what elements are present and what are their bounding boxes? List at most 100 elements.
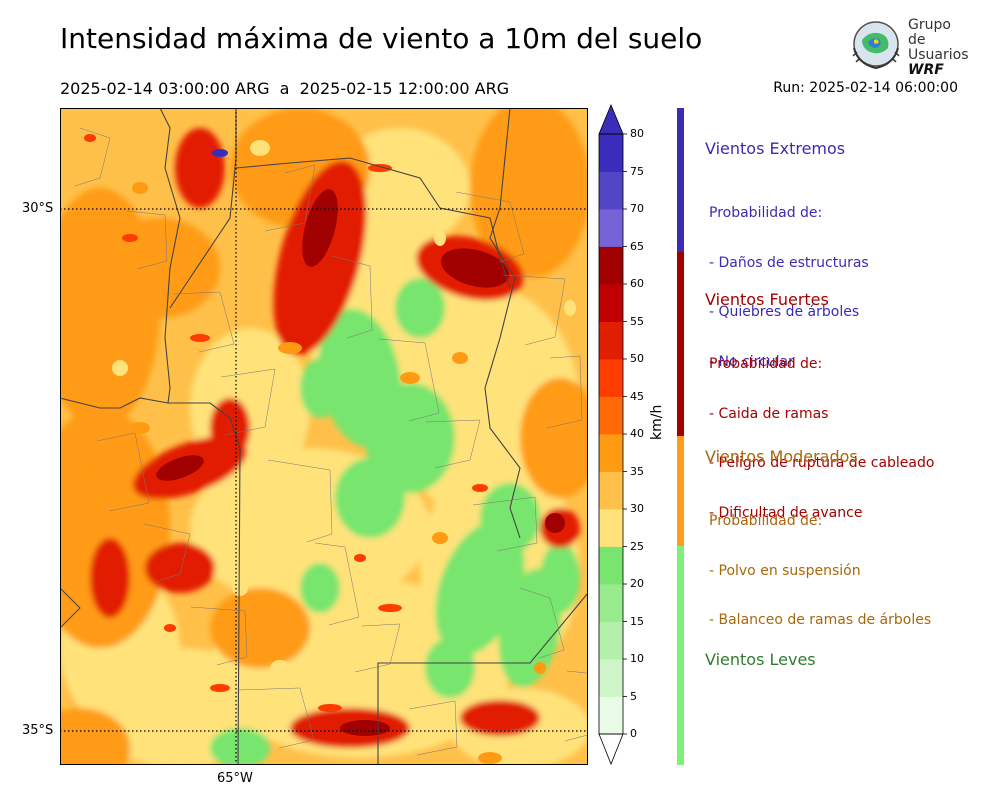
- legend-bar-leves: [677, 546, 684, 765]
- legend-bar-extremos: [677, 108, 684, 252]
- colorbar-segment: [599, 584, 623, 622]
- department-boundary: [519, 587, 565, 659]
- wind-field-layer: [60, 108, 588, 765]
- moderate-wind-area: [210, 588, 310, 668]
- colorbar-segment: [599, 321, 623, 360]
- strong-wind-area: [460, 700, 540, 736]
- logo-line-3: WRF: [908, 62, 944, 78]
- category-extremos-line: - Quiebres de árboles: [709, 304, 860, 320]
- wind-intensity-map: [60, 108, 588, 765]
- department-boundary: [502, 274, 566, 346]
- department-boundary: [425, 419, 481, 469]
- extreme-wind-spot: [212, 149, 228, 157]
- department-boundary: [564, 670, 588, 742]
- wind-speckle: [550, 710, 570, 726]
- wind-speckle: [210, 684, 230, 692]
- colorbar-min-extension: [598, 733, 624, 766]
- wind-speckle: [190, 334, 210, 342]
- country-boundary: [484, 108, 521, 539]
- category-leves-title: Vientos Leves: [705, 650, 816, 669]
- colorbar-segment: [599, 434, 623, 472]
- strong-wind-area: [90, 538, 130, 618]
- strong-wind-area: [145, 543, 215, 593]
- wind-speckle: [318, 704, 342, 712]
- colorbar-segment: [599, 171, 623, 210]
- province-boundary: [377, 592, 588, 765]
- colorbar-tick-label: 35: [630, 464, 644, 478]
- colorbar-segment: [599, 659, 623, 697]
- department-boundary: [331, 255, 373, 339]
- colorbar-tick-label: 45: [630, 389, 644, 403]
- category-extremos-line: - Daños de estructuras: [709, 254, 869, 271]
- logo-line-1: Grupo de: [908, 17, 951, 48]
- department-boundary: [173, 291, 235, 353]
- moderate-wind-area: [470, 108, 588, 278]
- wind-speckle: [564, 300, 576, 316]
- colorbar-tick-label: 15: [630, 614, 644, 628]
- graticule: [60, 108, 588, 765]
- wind-speckle: [534, 662, 546, 674]
- wind-speckle: [208, 510, 232, 526]
- weak-wind-area: [425, 638, 475, 698]
- department-boundary: [455, 191, 525, 263]
- colorbar-tick-label: 65: [630, 239, 644, 253]
- boundary-lines: [60, 108, 588, 765]
- province-boundary: [60, 397, 169, 409]
- category-extremos-lines: Probabilidad de: - Daños de estructuras …: [709, 172, 869, 387]
- wind-speckle: [130, 422, 150, 434]
- legend-bar-fuertes: [677, 252, 684, 436]
- lat-label-35s: 35°S: [22, 723, 54, 738]
- moderate-wind-area: [100, 218, 220, 318]
- wind-speckle: [472, 484, 488, 492]
- weak-wind-area: [300, 358, 340, 418]
- department-boundary: [220, 368, 276, 436]
- very-strong-wind-core: [545, 513, 565, 533]
- category-fuertes-line: - Peligro de ruptura de cableado: [709, 455, 935, 471]
- department-boundary: [314, 542, 360, 626]
- wind-speckle: [112, 690, 128, 706]
- colorbar-segment: [599, 621, 623, 660]
- weak-wind-area: [540, 543, 580, 613]
- colorbar-tick-label: 20: [630, 577, 644, 590]
- wind-speckle: [84, 462, 96, 474]
- lon-label-65w: 65°W: [217, 771, 253, 786]
- wind-speckle: [432, 532, 448, 544]
- colorbar-segment: [599, 396, 623, 435]
- category-moderados-title: Vientos Moderados: [705, 447, 858, 466]
- colorbar-tick-label: 80: [630, 127, 644, 140]
- logo-text: Grupo de Usuarios WRF: [908, 18, 969, 78]
- forecast-period: 2025-02-14 03:00:00 ARG a 2025-02-15 12:…: [60, 79, 510, 98]
- department-boundary: [190, 606, 248, 666]
- category-moderados-line: - Balanceo de ramas de árboles: [709, 612, 932, 628]
- category-moderados-line: - Polvo en suspensión: [709, 562, 861, 579]
- colorbar-tick-label: 5: [630, 689, 637, 703]
- colorbar-tick-label: 25: [630, 539, 644, 553]
- category-extremos-title: Vientos Extremos: [705, 139, 846, 158]
- colorbar-tick-label: 10: [630, 652, 644, 665]
- colorbar-tick-label: 30: [630, 502, 644, 515]
- colorbar-tick-label: 0: [630, 727, 637, 740]
- moderate-wind-area: [520, 378, 588, 498]
- weak-wind-area: [210, 728, 270, 765]
- wind-speckle: [278, 342, 302, 354]
- weak-wind-area: [395, 278, 445, 338]
- wind-speckle: [354, 554, 366, 562]
- wind-speckle: [122, 234, 138, 242]
- colorbar-tick-label: 55: [630, 314, 644, 328]
- colorbar-segment: [599, 509, 623, 547]
- legend-bar-moderados: [677, 436, 684, 546]
- colorbar-tick-label: 75: [630, 164, 644, 178]
- strong-wind-area: [175, 128, 225, 208]
- colorbar-tick-label: 40: [630, 427, 644, 440]
- logo-line-2: Usuarios: [908, 47, 969, 63]
- province-boundary: [159, 108, 241, 765]
- department-boundary: [126, 210, 168, 270]
- colorbar-segment: [599, 209, 623, 247]
- department-boundary: [74, 127, 111, 187]
- weak-wind-area: [335, 458, 405, 538]
- lat-label-30s: 30°S: [22, 201, 54, 216]
- wind-speckle: [368, 164, 392, 172]
- wind-speckle: [478, 752, 502, 764]
- wind-speckle: [378, 604, 402, 612]
- very-strong-wind-core: [156, 455, 204, 481]
